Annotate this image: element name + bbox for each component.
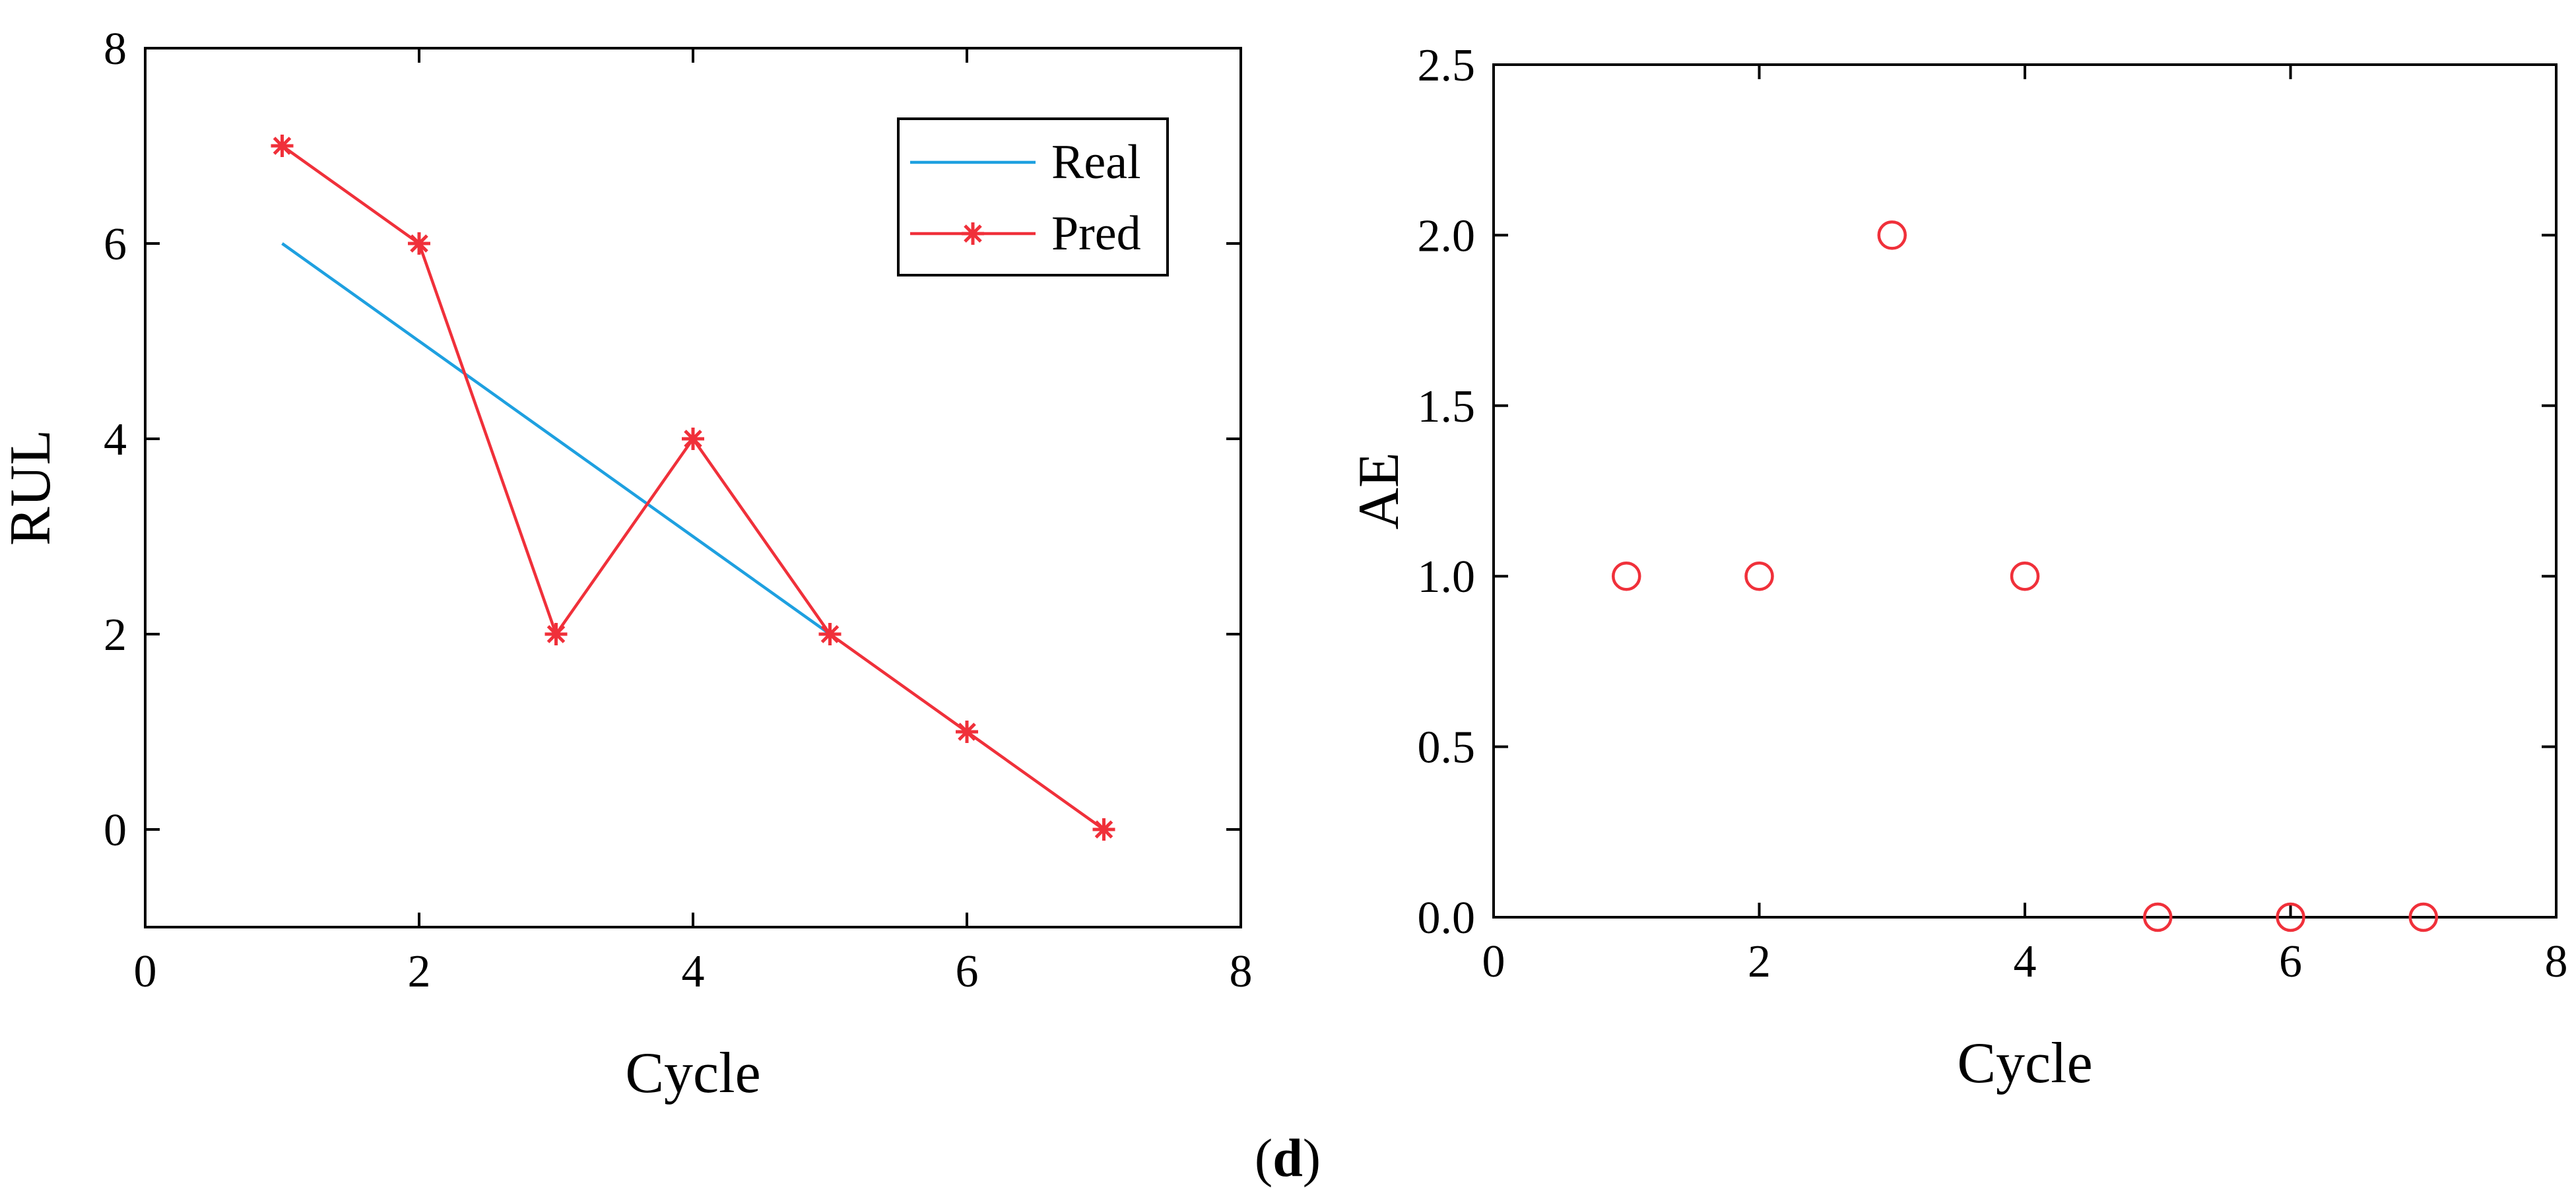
ae-chart: 0 2 4 6 8 0.0 0.5 1.0 1.5 2.0 2.5 Cycle AE: [1347, 40, 2568, 1095]
ae-point-marker: [1612, 561, 1641, 591]
rul-x-tick-label: 4: [682, 946, 705, 997]
ae-x-tick-label: 4: [2014, 936, 2037, 987]
pred-point-marker-stroke: [958, 723, 976, 741]
ae-point-marker: [2276, 902, 2305, 932]
rul-y-tick-label: 6: [104, 219, 127, 270]
pred-point-marker: [682, 428, 704, 450]
rul-y-tick-label: 0: [104, 805, 127, 856]
rul-x-tick-label: 0: [134, 946, 157, 997]
pred-point-marker: [408, 232, 430, 255]
ae-x-tick-label: 8: [2545, 936, 2568, 987]
ae-x-axis-title: Cycle: [1957, 1031, 2092, 1095]
rul-x-tick-label: 2: [408, 946, 431, 997]
legend-pred-marker: [962, 222, 984, 245]
pred-point-marker: [271, 135, 294, 157]
panel-label: (d): [1255, 1128, 1321, 1188]
real-series-line: [281, 242, 831, 635]
legend-pred-label: Pred: [1051, 207, 1141, 261]
ae-y-tick-label: 0.0: [1418, 893, 1476, 944]
rul-x-tick-label: 6: [956, 946, 979, 997]
pred-point-marker: [956, 721, 978, 743]
ae-x-tick-label: 6: [2279, 936, 2302, 987]
rul-y-axis-title: RUL: [0, 430, 63, 546]
legend-box: [897, 117, 1169, 276]
legend-pred-marker-stroke: [964, 224, 982, 243]
ae-plot-frame: [1492, 63, 2558, 919]
pred-point-marker-stroke: [820, 625, 840, 643]
ae-y-tick-label: 2.0: [1418, 210, 1476, 261]
rul-x-axis-title: Cycle: [625, 1041, 760, 1105]
pred-point-marker-stroke: [1094, 820, 1113, 839]
pred-point-marker-stroke: [684, 430, 702, 448]
rul-y-tick-label: 8: [104, 24, 127, 75]
ae-point-marker: [1877, 220, 1907, 250]
pred-point-marker: [545, 623, 568, 645]
rul-y-tick-label: 2: [104, 610, 127, 661]
rul-x-tick-label: 8: [1230, 946, 1253, 997]
ae-point-marker: [2408, 902, 2438, 932]
ae-y-axis-title: AE: [1347, 452, 1411, 529]
ae-x-tick-label: 2: [1748, 936, 1771, 987]
ae-y-tick-label: 2.5: [1418, 40, 1476, 91]
ae-point-marker: [1744, 561, 1774, 591]
ae-y-tick-label: 1.0: [1418, 552, 1476, 602]
panel-label-letter: d: [1272, 1128, 1303, 1188]
ae-y-tick-label: 0.5: [1418, 723, 1476, 773]
legend: Real Pred: [897, 117, 1169, 276]
pred-point-marker: [818, 623, 842, 645]
ae-y-tick-label: 1.5: [1418, 381, 1476, 432]
pred-point-marker: [1092, 818, 1115, 841]
ae-point-marker: [2010, 561, 2040, 591]
ae-point-marker: [2143, 902, 2173, 932]
pred-point-marker-stroke: [410, 234, 428, 253]
rul-chart: 0 2 4 6 8 0 2 4 6 8 Cycle RUL Real Pred: [0, 24, 1253, 1105]
ae-x-tick-label: 0: [1482, 936, 1505, 987]
pred-point-marker-stroke: [546, 625, 566, 643]
rul-y-tick-label: 4: [104, 414, 127, 465]
pred-point-marker-stroke: [273, 137, 292, 155]
legend-real-label: Real: [1051, 135, 1141, 189]
